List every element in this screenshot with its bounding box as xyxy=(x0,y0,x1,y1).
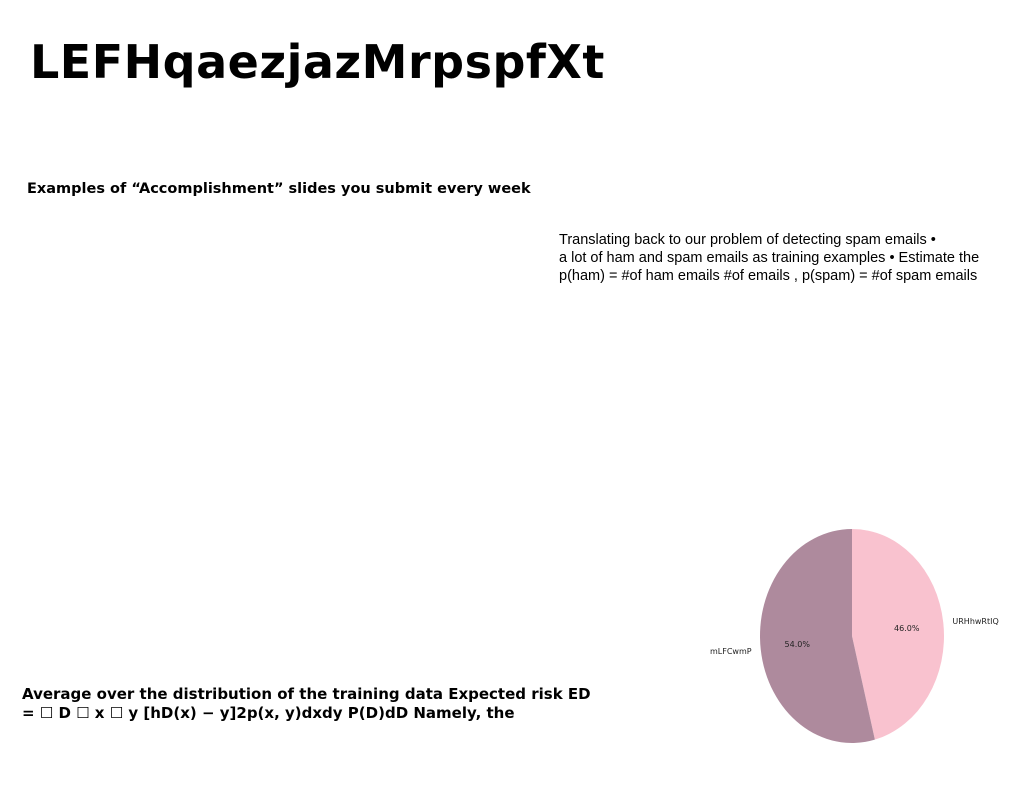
body-line: Translating back to our problem of detec… xyxy=(559,232,936,248)
bottom-text-block: Average over the distribution of the tra… xyxy=(22,685,642,723)
bottom-line: = ☐ D ☐ x ☐ y [hD(x) − y]2p(x, y)dxdy P(… xyxy=(22,704,515,722)
body-text-block: Translating back to our problem of detec… xyxy=(559,231,1024,285)
body-line: a lot of ham and spam emails as training… xyxy=(559,250,980,266)
body-line: p(ham) = #of ham emails #of emails , p(s… xyxy=(559,268,978,284)
pie-slice-percent-label: 46.0% xyxy=(894,624,920,633)
slide-title: LEFHqaezjazMrpspfXt xyxy=(30,35,605,89)
pie-slice xyxy=(852,529,944,740)
pie-slice-category-label: mLFCwmP xyxy=(710,647,752,656)
pie-slice xyxy=(760,529,875,743)
pie-slice-percent-label: 54.0% xyxy=(785,640,811,649)
pie-slice-category-label: URHhwRtIQ xyxy=(952,617,998,626)
slide-subtitle: Examples of “Accomplishment” slides you … xyxy=(27,181,531,197)
bottom-line: Average over the distribution of the tra… xyxy=(22,685,591,703)
pie-chart: 46.0% URHhwRtIQ 54.0% mLFCwmP xyxy=(710,529,999,743)
